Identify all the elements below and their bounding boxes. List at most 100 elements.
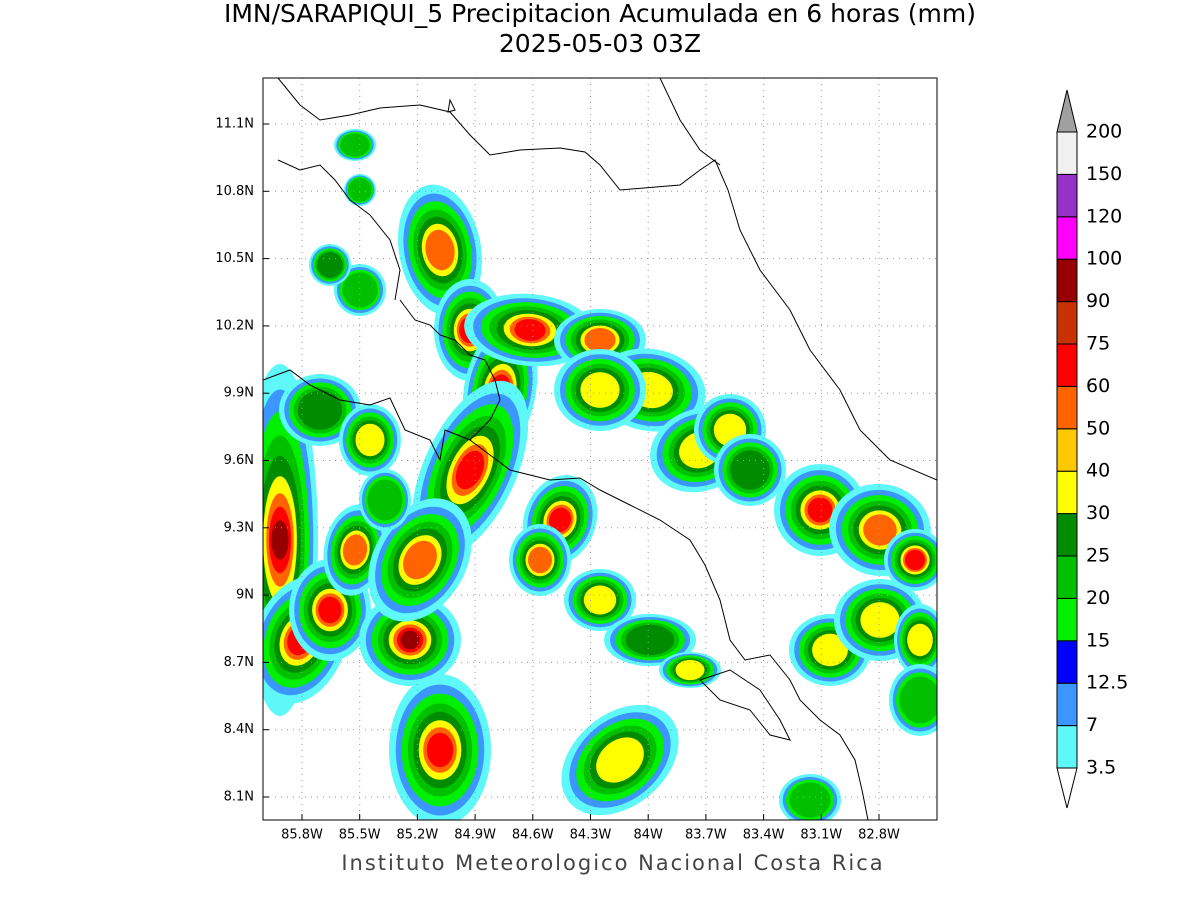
precip-cell <box>317 252 343 278</box>
precip-cell <box>271 520 289 560</box>
precip-cell <box>860 602 900 638</box>
precip-cell <box>318 596 342 624</box>
precip-cell <box>348 178 372 202</box>
lat-label: 8.4N <box>224 722 254 737</box>
colorbar-swatch <box>1056 597 1078 642</box>
precip-cell <box>367 479 403 521</box>
colorbar-swatch <box>1056 385 1078 430</box>
precip-cell <box>580 372 620 408</box>
colorbar-swatch <box>1056 216 1078 260</box>
lat-label: 9N <box>236 588 254 603</box>
precip-cell <box>789 782 831 818</box>
colorbar-label: 75 <box>1086 333 1110 355</box>
lon-label: 83.1W <box>800 828 842 843</box>
precip-cell <box>812 633 848 667</box>
colorbar-label: 60 <box>1086 375 1110 397</box>
precip-cell <box>425 229 455 271</box>
precip-cell <box>455 450 485 490</box>
colorbar-label: 20 <box>1086 587 1110 609</box>
colorbar-swatch <box>1056 682 1078 727</box>
colorbar-swatch <box>1056 343 1078 387</box>
grid: 11.1N 10.8N 10.5N 10.2N 9.9N 9.6N 9.3N 9N 8.7N 8.… <box>215 78 937 843</box>
lon-label: 84.9W <box>454 828 496 843</box>
colorbar-swatch <box>1056 301 1078 345</box>
lat-label: 11.1N <box>215 117 254 132</box>
precip-cell <box>528 546 552 574</box>
lon-label: 85.5W <box>339 828 381 843</box>
colorbar-swatch <box>1056 513 1078 557</box>
precip-cell <box>899 676 937 724</box>
colorbar-over <box>1056 89 1078 133</box>
colorbar-label: 7 <box>1086 714 1098 736</box>
coastline <box>447 98 456 113</box>
lon-label: 84.3W <box>570 828 612 843</box>
colorbar-swatch <box>1056 470 1078 515</box>
map-title: IMN/SARAPIQUI_5 Precipitacion Acumulada … <box>224 0 976 28</box>
colorbar-label: 50 <box>1086 417 1110 439</box>
colorbar-swatch <box>1056 428 1078 472</box>
colorbar: 3.5 7 12.5 15 20 25 30 40 50 60 75 90 100 120 150 200 <box>1056 89 1128 809</box>
colorbar-label: 200 <box>1086 121 1122 143</box>
lat-label: 9.6N <box>224 453 254 468</box>
lon-label: 83.4W <box>743 828 785 843</box>
lat-label: 9.3N <box>224 520 254 535</box>
colorbar-under <box>1056 767 1078 809</box>
colorbar-label: 12.5 <box>1086 672 1128 694</box>
map-subtitle: 2025-05-03 03Z <box>499 29 701 58</box>
coastline <box>469 439 869 820</box>
precip-cell <box>549 507 571 533</box>
lon-label: 84W <box>633 828 663 843</box>
colorbar-swatch <box>1056 725 1078 769</box>
colorbar-label: 25 <box>1086 545 1110 567</box>
lat-label: 10.2N <box>215 318 254 333</box>
lon-label: 82.8W <box>858 828 900 843</box>
precip-cell <box>403 540 437 580</box>
precip-cell <box>807 497 833 523</box>
colorbar-label: 100 <box>1086 248 1122 270</box>
lat-label: 9.9N <box>224 386 254 401</box>
colorbar-swatch <box>1056 173 1078 218</box>
coastlines <box>263 78 937 820</box>
lon-label: 83.7W <box>685 828 727 843</box>
precip-cell <box>907 623 933 657</box>
coastline <box>277 159 401 301</box>
precip-cell <box>583 585 617 615</box>
lon-label: 85.2W <box>396 828 438 843</box>
precip-cell <box>342 272 378 308</box>
precip-field <box>263 129 937 820</box>
precip-cell <box>355 423 385 457</box>
precip-cell <box>342 534 368 566</box>
coastline <box>277 78 937 481</box>
precip-cell <box>426 732 454 768</box>
lon-label: 84.6W <box>512 828 554 843</box>
precip-cell <box>400 630 420 650</box>
plot-frame <box>262 77 938 821</box>
colorbar-label: 3.5 <box>1086 757 1116 779</box>
coastline <box>699 669 791 741</box>
colorbar-label: 15 <box>1086 629 1110 651</box>
colorbar-label: 150 <box>1086 163 1122 185</box>
coastline <box>659 78 721 166</box>
precip-cell <box>584 328 616 352</box>
lat-label: 10.5N <box>215 251 254 266</box>
precip-cell <box>675 659 705 681</box>
colorbar-label: 120 <box>1086 205 1122 227</box>
footer: Instituto Meteorologico Nacional Costa R… <box>341 851 884 875</box>
precip-cell <box>625 624 675 656</box>
colorbar-label: 30 <box>1086 502 1110 524</box>
colorbar-label: 90 <box>1086 290 1110 312</box>
precip-cell <box>905 550 925 570</box>
colorbar-swatch <box>1056 640 1078 684</box>
lat-label: 10.8N <box>215 184 254 199</box>
colorbar-swatch <box>1056 131 1078 175</box>
lat-label: 8.1N <box>224 790 254 805</box>
colorbar-label: 40 <box>1086 460 1110 482</box>
precip-cell <box>730 450 770 490</box>
precip-cell <box>863 514 897 546</box>
precip-cell <box>297 390 343 430</box>
colorbar-swatch <box>1056 258 1078 303</box>
precip-cell <box>596 737 644 783</box>
colorbar-swatch <box>1056 555 1078 599</box>
precip-cell <box>514 319 546 341</box>
